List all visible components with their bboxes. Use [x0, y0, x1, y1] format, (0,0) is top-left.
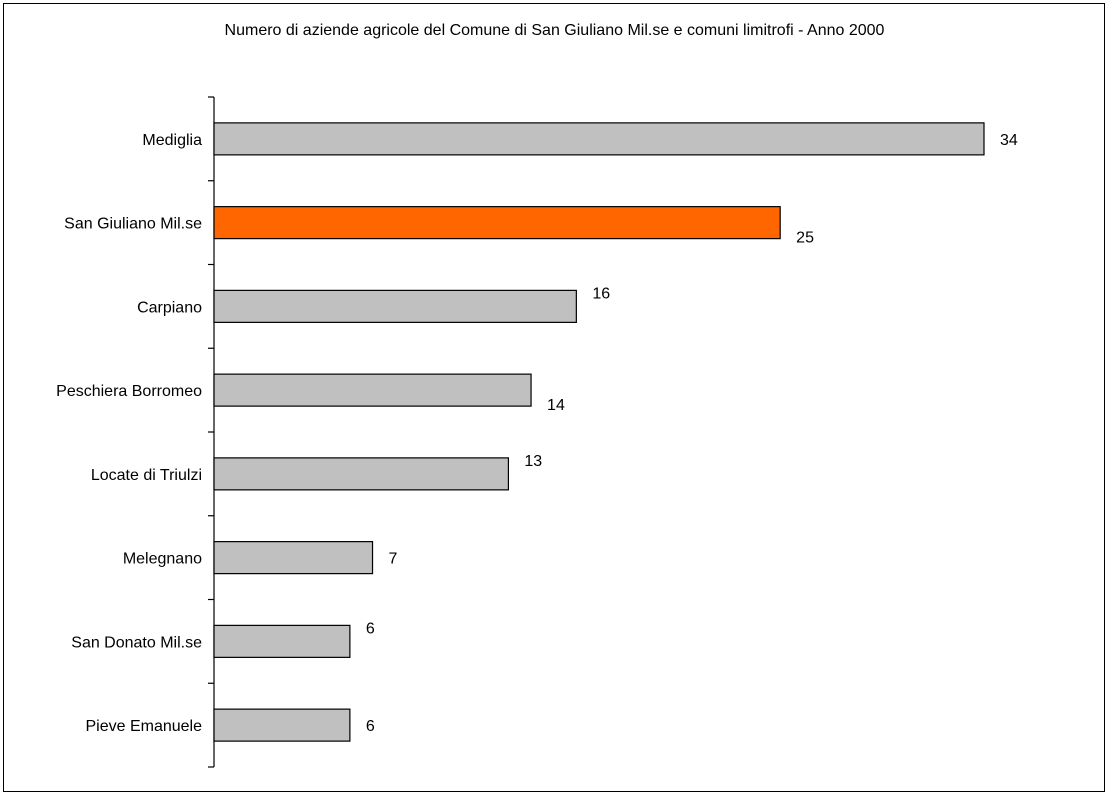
category-label: Locate di Triulzi — [91, 467, 202, 484]
category-label: Carpiano — [137, 299, 202, 316]
category-label: Pieve Emanuele — [85, 718, 202, 735]
bar — [213, 457, 510, 491]
value-label: 7 — [389, 551, 398, 568]
category-label: Mediglia — [142, 132, 202, 149]
bar — [213, 541, 374, 575]
bar — [213, 624, 351, 658]
value-label: 25 — [796, 230, 814, 247]
value-label: 6 — [366, 718, 375, 735]
value-label: 6 — [366, 620, 375, 637]
bar — [213, 289, 577, 323]
value-label: 14 — [547, 397, 565, 414]
bar — [213, 206, 781, 240]
bar — [213, 122, 985, 156]
category-label: Peschiera Borromeo — [56, 383, 202, 400]
value-label: 16 — [592, 285, 610, 302]
chart-title: Numero di aziende agricole del Comune di… — [224, 22, 885, 39]
bar — [213, 708, 351, 742]
category-label: San Giuliano Mil.se — [64, 216, 202, 233]
bar — [213, 373, 532, 407]
category-label: San Donato Mil.se — [71, 634, 202, 651]
value-label: 34 — [1000, 132, 1018, 149]
category-label: Melegnano — [123, 551, 202, 568]
value-label: 13 — [524, 453, 542, 470]
